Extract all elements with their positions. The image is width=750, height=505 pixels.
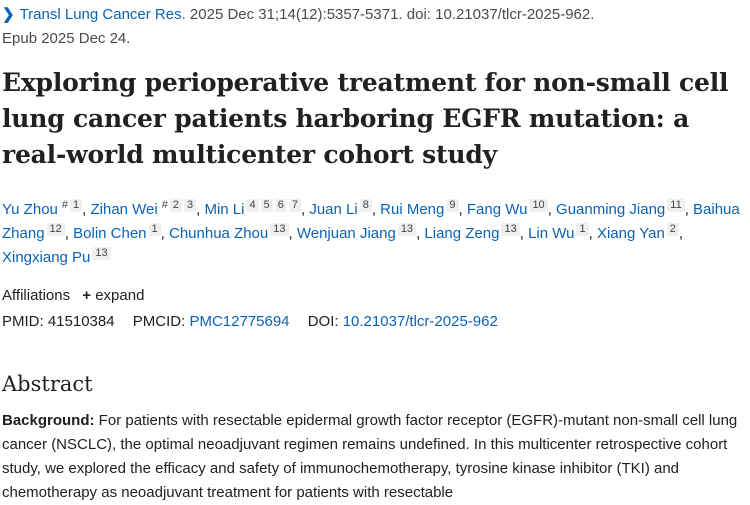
pmcid-link[interactable]: PMC12775694 xyxy=(189,313,290,330)
affiliation-ref[interactable]: 8 xyxy=(359,199,372,212)
affiliation-ref[interactable]: 3 xyxy=(184,199,197,212)
equal-contribution-mark: # xyxy=(61,199,69,211)
affiliation-ref[interactable]: 1 xyxy=(576,223,589,236)
author-link[interactable]: Chunhua Zhou xyxy=(169,225,269,242)
affiliation-ref[interactable]: 13 xyxy=(501,223,520,236)
affiliations-expand-button[interactable]: expand xyxy=(95,287,145,304)
affiliation-ref[interactable]: 12 xyxy=(46,223,65,236)
abstract-background: Background: For patients with resectable… xyxy=(2,409,750,505)
affiliation-ref[interactable]: 9 xyxy=(446,199,459,212)
affiliation-ref[interactable]: 13 xyxy=(92,247,111,260)
affiliations: Affiliations + expand xyxy=(2,285,750,307)
equal-contribution-mark: # xyxy=(161,199,168,211)
author-link[interactable]: Guanming Jiang xyxy=(556,201,666,218)
author-list: Yu Zhou #1, Zihan Wei #2 3, Min Li 4 5 6 7, Jua… xyxy=(2,199,740,266)
article-title: Exploring perioperative treatment for no… xyxy=(2,68,729,169)
journal-link[interactable]: Transl Lung Cancer Res. xyxy=(19,6,186,23)
identifiers: PMID: 41510384 PMCID: PMC12775694 DOI: 1… xyxy=(2,311,750,333)
author-link[interactable]: Xiang Yan xyxy=(596,225,665,242)
author-link[interactable]: Xingxiang Pu xyxy=(2,249,91,266)
background-text: For patients with resectable epidermal g… xyxy=(2,412,738,501)
pmcid-label: PMCID: xyxy=(132,313,186,330)
affiliation-ref[interactable]: 13 xyxy=(397,223,417,236)
author-link[interactable]: Bolin Chen xyxy=(73,225,147,242)
doi-label: DOI: xyxy=(307,313,339,330)
affiliation-ref[interactable]: 2 xyxy=(169,199,182,212)
chevron-right-icon: ❯ xyxy=(2,6,15,23)
author-link[interactable]: Juan Li xyxy=(309,201,358,218)
affiliation-ref[interactable]: 5 xyxy=(260,199,273,212)
affiliation-ref[interactable]: 10 xyxy=(529,199,548,212)
author-link[interactable]: Yu Zhou xyxy=(2,201,58,218)
citation: ❯ Transl Lung Cancer Res. 2025 Dec 31;14(… xyxy=(2,3,750,51)
affiliation-ref[interactable]: 1 xyxy=(70,199,83,212)
pmid-label: PMID: xyxy=(2,313,44,330)
author-link[interactable]: Baihua Zhang xyxy=(2,201,740,242)
epub-date: Epub 2025 Dec 24. xyxy=(2,30,131,47)
author-link[interactable]: Zihan Wei xyxy=(90,201,158,218)
author-link[interactable]: Fang Wu xyxy=(466,201,528,218)
affiliation-ref[interactable]: 6 xyxy=(274,199,287,212)
plus-icon[interactable]: + xyxy=(82,287,92,304)
citation-details: 2025 Dec 31;14(12):5357-5371. doi: 10.21… xyxy=(185,6,595,23)
affiliation-ref[interactable]: 13 xyxy=(270,223,289,236)
author-link[interactable]: Rui Meng xyxy=(380,201,445,218)
author-link[interactable]: Liang Zeng xyxy=(424,225,500,242)
affiliation-ref[interactable]: 4 xyxy=(246,199,259,212)
affiliation-ref[interactable]: 11 xyxy=(667,199,685,212)
affiliation-ref[interactable]: 1 xyxy=(148,223,161,236)
author-link[interactable]: Wenjuan Jiang xyxy=(296,225,396,242)
affiliations-label: Affiliations xyxy=(2,287,71,304)
affiliation-ref[interactable]: 2 xyxy=(666,223,679,236)
affiliation-ref[interactable]: 7 xyxy=(288,199,301,212)
abstract-heading: Abstract xyxy=(2,372,93,396)
doi-link[interactable]: 10.21037/tlcr-2025-962 xyxy=(342,313,498,330)
pmid-value: 41510384 xyxy=(47,313,115,330)
author-link[interactable]: Lin Wu xyxy=(528,225,575,242)
background-label: Background: xyxy=(2,412,95,429)
author-link[interactable]: Min Li xyxy=(204,201,245,218)
